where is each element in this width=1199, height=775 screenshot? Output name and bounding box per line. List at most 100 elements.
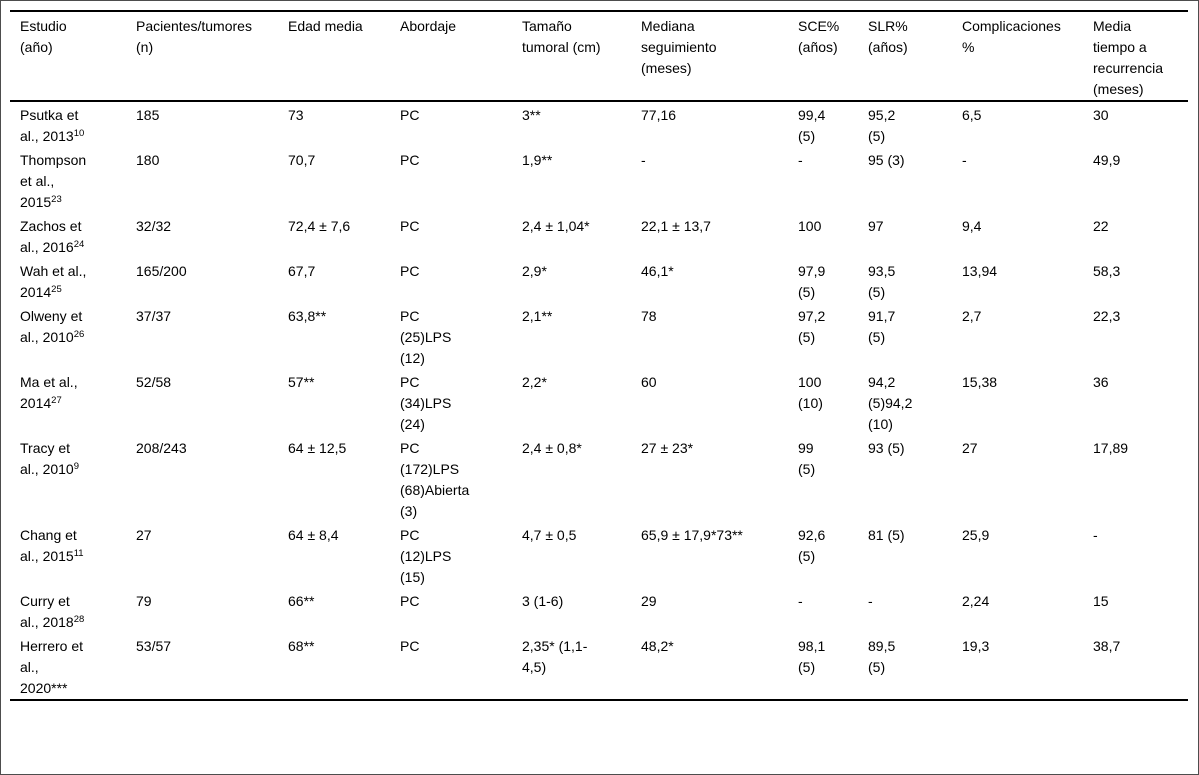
table-row: Olweny et al., 201026 37/37 63,8** PC (25)L… [10,303,1188,369]
table-cell: 22,1 ± 13,7 [641,218,711,234]
table-cell: 92,6 (5) [798,527,826,564]
table-cell: 63,8** [288,308,327,324]
table-cell: 99 (5) [798,440,816,477]
table-cell: 98,1 (5) [798,638,826,675]
table-cell: 97,9 (5) [798,263,826,300]
table-cell: 38,7 [1093,638,1121,654]
table-cell: 95 (3) [868,152,905,168]
table-cell: 19,3 [962,638,990,654]
table-cell: - [641,152,646,168]
table-cell: 3** [522,107,541,123]
table-cell: 65,9 ± 17,9*73** [641,527,743,543]
table-cell: 97 [868,218,884,234]
table-cell: 2,1** [522,308,553,324]
table-cell: PC [400,152,420,168]
column-header-sce: SCE% (años) [798,11,868,102]
table-cell: 57** [288,374,315,390]
table-cell: 53/57 [136,638,172,654]
table-cell: 58,3 [1093,263,1121,279]
table-cell: 99,4 (5) [798,107,826,144]
table-cell: 3 (1-6) [522,593,564,609]
study-cell: Curry et al., 201828 [20,593,85,630]
table-cell: 37/37 [136,308,172,324]
table-cell: 68** [288,638,315,654]
reference-superscript: 24 [73,239,85,250]
studies-table: Estudio (año) Pacientes/tumores (n) Edad… [10,10,1188,701]
reference-superscript: 10 [73,128,85,139]
table-cell: 64 ± 8,4 [288,527,339,543]
table-cell: 2,7 [962,308,982,324]
table-cell: 79 [136,593,152,609]
table-row: Chang et al., 201511 27 64 ± 8,4 PC (12)LPS… [10,522,1188,588]
table-cell: 2,24 [962,593,990,609]
column-header-mediana: Mediana seguimiento (meses) [641,11,798,102]
header-row: Estudio (año) Pacientes/tumores (n) Edad… [10,11,1188,102]
study-cell: Olweny et al., 201026 [20,308,85,345]
table-cell: 2,9* [522,263,547,279]
table-row: Herrero et al., 2020*** 53/57 68** PC 2,35* … [10,633,1188,700]
study-cell: Tracy et al., 20109 [20,440,80,477]
column-header-tamano: Tamaño tumoral (cm) [522,11,641,102]
table-row: Zachos et al., 201624 32/32 72,4 ± 7,6 PC 2,… [10,213,1188,258]
table-cell: 67,7 [288,263,316,279]
table-cell: 180 [136,152,160,168]
table-cell: - [868,593,873,609]
table-cell: 48,2* [641,638,674,654]
table-container: Estudio (año) Pacientes/tumores (n) Edad… [10,10,1188,701]
table-row: Curry et al., 201828 79 66** PC 3 (1-6) 29 - - 2… [10,588,1188,633]
table-cell: 27 [962,440,978,456]
column-header-abordaje: Abordaje [400,11,522,102]
table-cell: PC [400,638,420,654]
study-cell: Herrero et al., 2020*** [20,638,84,696]
table-cell: 77,16 [641,107,677,123]
reference-superscript: 26 [73,329,85,340]
table-cell: 22 [1093,218,1109,234]
study-cell: Chang et al., 201511 [20,527,84,564]
table-cell: 2,2* [522,374,547,390]
table-cell: 22,3 [1093,308,1121,324]
table-cell: 6,5 [962,107,982,123]
table-cell: PC [400,593,420,609]
table-cell: 17,89 [1093,440,1129,456]
table-row: Psutka et al., 201310 185 73 PC 3** 77,16 99,4… [10,101,1188,147]
table-cell: 25,9 [962,527,990,543]
table-row: Ma et al., 201427 52/58 57** PC (34)LPS (24… [10,369,1188,435]
table-row: Tracy et al., 20109 208/243 64 ± 12,5 PC (1… [10,435,1188,522]
table-cell: 70,7 [288,152,316,168]
table-cell: PC (172)LPS (68)Abierta (3) [400,440,470,519]
table-cell: 95,2 (5) [868,107,896,144]
table-cell: 89,5 (5) [868,638,896,675]
table-cell: 66** [288,593,315,609]
table-cell: 60 [641,374,657,390]
reference-superscript: 23 [51,194,62,205]
study-cell: Thompson et al., 201523 [20,152,87,210]
table-cell: 100 [798,218,822,234]
table-cell: 73 [288,107,304,123]
table-cell: PC [400,107,420,123]
table-cell: 52/58 [136,374,172,390]
table-cell: 27 [136,527,152,543]
table-cell: 13,94 [962,263,998,279]
table-cell: - [1093,527,1098,543]
table-cell: 94,2 (5)94,2 (10) [868,374,913,432]
table-cell: 30 [1093,107,1109,123]
table-cell: 49,9 [1093,152,1121,168]
column-header-media-tiempo: Media tiempo a recurrencia (meses) [1093,11,1188,102]
table-cell: 2,4 ± 1,04* [522,218,590,234]
study-cell: Ma et al., 201427 [20,374,78,411]
table-cell: 208/243 [136,440,187,456]
table-cell: 93 (5) [868,440,905,456]
table-cell: - [962,152,967,168]
reference-superscript: 27 [51,395,62,406]
column-header-estudio: Estudio (año) [10,11,136,102]
table-cell: 97,2 (5) [798,308,826,345]
reference-superscript: 25 [51,284,62,295]
table-cell: 165/200 [136,263,187,279]
table-cell: 2,35* (1,1-4,5) [522,638,588,675]
table-cell: 2,4 ± 0,8* [522,440,582,456]
column-header-slr: SLR% (años) [868,11,962,102]
table-row: Wah et al., 201425 165/200 67,7 PC 2,9* 46,1*… [10,258,1188,303]
table-cell: 9,4 [962,218,982,234]
study-cell: Psutka et al., 201310 [20,107,85,144]
